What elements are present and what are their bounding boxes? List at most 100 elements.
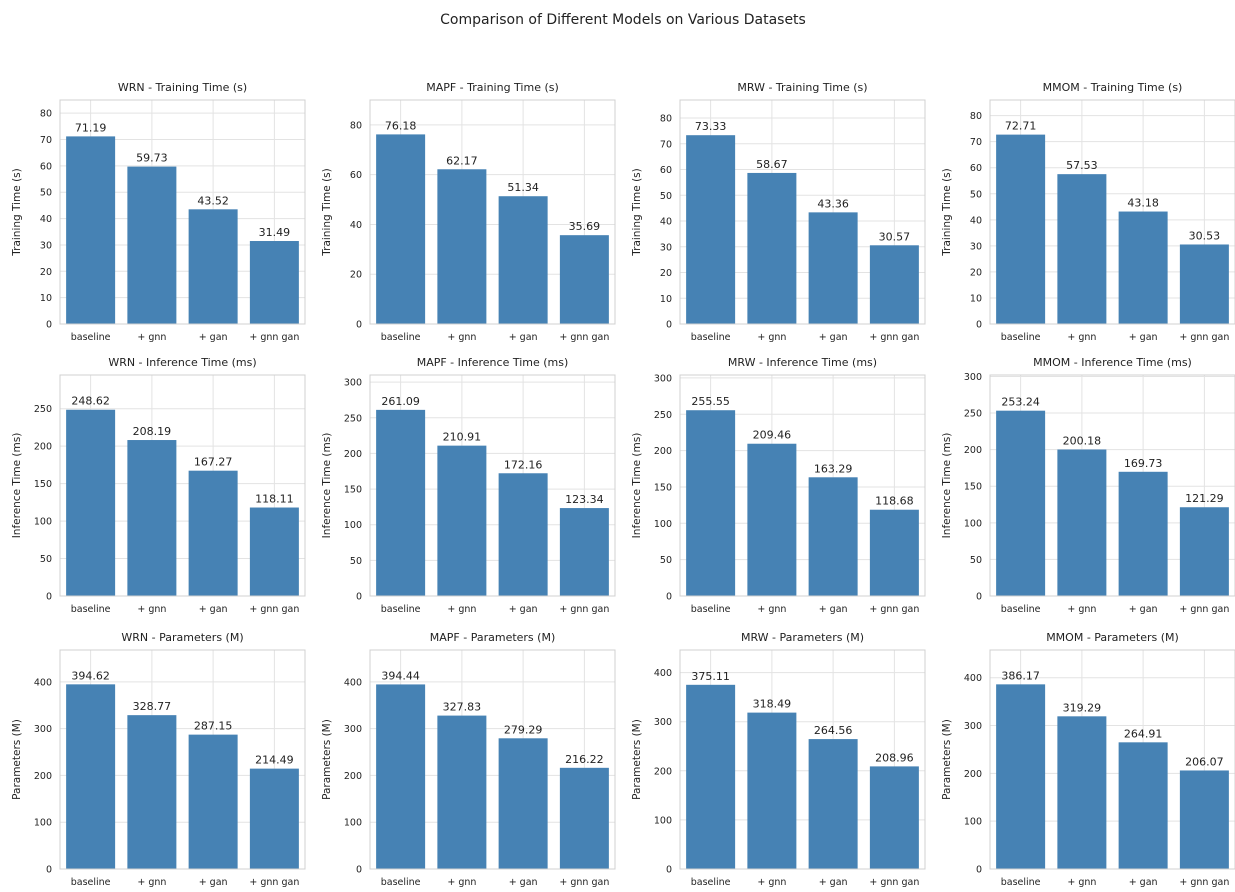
chart-panel-11: 0 100 200 300 400 375.11 baseline 318.49 + gnn 26… <box>631 631 926 888</box>
y-tick-label: 150 <box>344 485 362 496</box>
y-tick-label: 20 <box>660 268 672 279</box>
y-tick-label: 300 <box>654 717 672 728</box>
y-tick-label: 80 <box>350 120 362 131</box>
y-axis-label: Training Time (s) <box>941 168 953 256</box>
axes-frame <box>59 374 306 597</box>
figure-title: Comparison of Different Models on Variou… <box>440 12 806 28</box>
y-tick-label: 100 <box>344 520 362 531</box>
bar-gnn-gan <box>1179 507 1229 596</box>
y-tick-label: 50 <box>40 188 52 199</box>
axes-frame <box>679 649 926 870</box>
bar-gnn-gan <box>559 508 609 596</box>
x-tick-label: baseline <box>1001 332 1041 343</box>
y-tick-label: 100 <box>34 517 52 528</box>
y-axis-label: Parameters (M) <box>631 719 643 800</box>
y-tick-label: 0 <box>666 320 672 331</box>
y-tick-label: 40 <box>350 220 362 231</box>
y-tick-label: 20 <box>970 267 982 278</box>
bar-gan <box>808 212 858 324</box>
bar-gnn-gan <box>1179 244 1229 324</box>
bar-gnn <box>127 715 177 869</box>
bar-gan <box>188 470 238 596</box>
chart-panel-3: 0 10 20 30 40 50 60 70 80 73.33 baseline 58.67 + gnn… <box>631 81 926 343</box>
x-tick-label: baseline <box>1001 877 1041 888</box>
x-tick-label: + gnn <box>137 877 166 888</box>
y-tick-label: 300 <box>344 724 362 735</box>
data-label: 121.29 <box>1185 492 1224 505</box>
data-label: 167.27 <box>194 456 233 469</box>
x-tick-label: + gan <box>1129 332 1158 343</box>
x-tick-label: + gnn <box>1067 332 1096 343</box>
data-label: 118.68 <box>875 495 914 508</box>
chart-panel-1: 0 10 20 30 40 50 60 70 80 71.19 baseline 59.73 + gnn… <box>11 81 306 343</box>
x-tick-label: + gnn gan <box>249 877 299 888</box>
x-tick-label: baseline <box>691 604 731 615</box>
y-tick-label: 60 <box>660 165 672 176</box>
data-label: 375.11 <box>691 670 730 683</box>
data-label: 76.18 <box>385 119 417 132</box>
axes-frame <box>369 649 616 870</box>
bar-baseline <box>686 135 736 324</box>
bar-gnn <box>127 440 177 596</box>
bar-gnn-gan <box>249 507 299 596</box>
bar-baseline <box>996 684 1046 869</box>
chart-title: MAPF - Parameters (M) <box>430 631 555 644</box>
y-tick-label: 300 <box>964 721 982 732</box>
y-tick-label: 70 <box>660 139 672 150</box>
y-tick-label: 80 <box>40 109 52 120</box>
bar-gan <box>1118 742 1168 869</box>
x-tick-label: + gnn <box>757 877 786 888</box>
data-label: 255.55 <box>691 395 730 408</box>
data-label: 318.49 <box>753 698 792 711</box>
y-tick-label: 30 <box>40 240 52 251</box>
bar-baseline <box>376 684 426 869</box>
y-axis-label: Inference Time (ms) <box>941 433 953 539</box>
data-label: 214.49 <box>255 754 294 767</box>
y-axis-label: Inference Time (ms) <box>11 433 23 539</box>
chart-panel-7: 0 50 100 150 200 250 300 255.55 baseline 209.46 + … <box>631 356 926 615</box>
bar-baseline <box>376 134 426 324</box>
chart-title: MMOM - Inference Time (ms) <box>1033 356 1192 369</box>
axes-frame <box>989 649 1235 870</box>
x-tick-label: + gnn <box>447 877 476 888</box>
data-label: 31.49 <box>259 226 291 239</box>
data-label: 264.56 <box>814 724 853 737</box>
data-label: 59.73 <box>136 152 168 165</box>
data-label: 200.18 <box>1063 435 1102 448</box>
bar-gnn-gan <box>249 768 299 869</box>
x-tick-label: baseline <box>71 877 111 888</box>
y-tick-label: 0 <box>666 592 672 603</box>
x-tick-label: + gnn gan <box>249 332 299 343</box>
data-label: 394.44 <box>381 669 420 682</box>
x-tick-label: + gnn gan <box>1179 332 1229 343</box>
panels: 0 10 20 30 40 50 60 70 80 71.19 baseline 59.73 + gnn… <box>11 81 1235 888</box>
x-tick-label: + gan <box>199 877 228 888</box>
data-label: 43.52 <box>197 194 229 207</box>
x-tick-label: + gnn <box>137 604 166 615</box>
x-tick-label: + gan <box>199 604 228 615</box>
bar-baseline <box>686 410 736 596</box>
chart-title: WRN - Inference Time (ms) <box>108 356 256 369</box>
x-tick-label: + gnn <box>757 604 786 615</box>
y-tick-label: 0 <box>356 865 362 876</box>
x-tick-label: + gnn gan <box>559 877 609 888</box>
y-tick-label: 30 <box>660 242 672 253</box>
y-tick-label: 70 <box>40 135 52 146</box>
bar-gan <box>498 738 548 869</box>
y-tick-label: 50 <box>660 191 672 202</box>
chart-title: MMOM - Parameters (M) <box>1046 631 1179 644</box>
chart-title: MRW - Inference Time (ms) <box>728 356 877 369</box>
data-label: 279.29 <box>504 723 543 736</box>
bar-gan <box>808 477 858 596</box>
y-tick-label: 400 <box>654 668 672 679</box>
bar-gnn <box>437 715 487 869</box>
y-tick-label: 200 <box>34 771 52 782</box>
bar-baseline <box>376 409 426 596</box>
data-label: 208.19 <box>133 425 172 438</box>
x-tick-label: + gan <box>819 332 848 343</box>
bar-gnn-gan <box>559 767 609 869</box>
bar-baseline <box>66 409 116 596</box>
bar-gan <box>1118 211 1168 324</box>
data-label: 123.34 <box>565 493 604 506</box>
data-label: 327.83 <box>443 701 482 714</box>
